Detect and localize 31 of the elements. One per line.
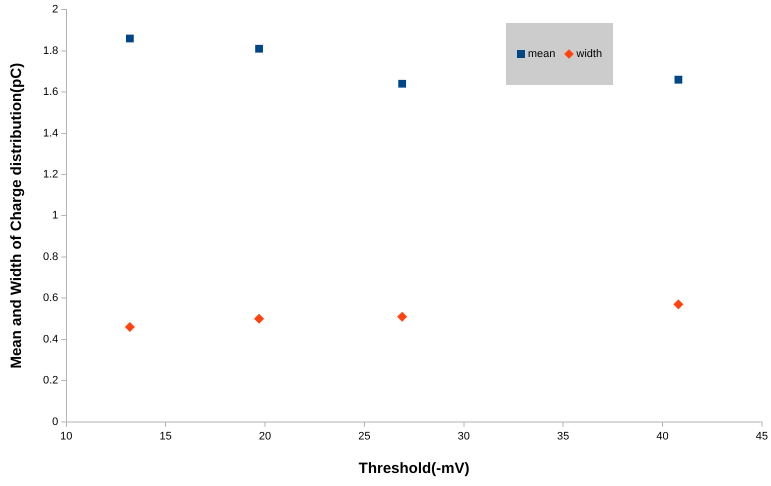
x-axis-title: Threshold(-mV) — [358, 460, 470, 478]
x-tick-label: 10 — [60, 430, 72, 442]
y-tick-label: 2 — [52, 4, 58, 16]
y-axis-title: Mean and Width of Charge distribution(pC) — [8, 62, 26, 369]
y-tick-label: 1 — [52, 210, 58, 222]
x-tick-label: 45 — [756, 430, 768, 442]
y-tick-label: 1.8 — [42, 44, 58, 57]
legend-label: mean — [528, 48, 556, 60]
point — [126, 34, 134, 42]
y-tick-label: 1.4 — [42, 127, 58, 140]
x-tick-label: 35 — [557, 430, 570, 442]
point — [674, 76, 682, 84]
y-tick-label: 0 — [52, 416, 58, 428]
point — [255, 44, 263, 53]
y-tick-label: 1.2 — [42, 168, 58, 181]
x-tick-label: 25 — [358, 430, 371, 442]
y-tick-label: 0.6 — [42, 292, 58, 304]
point — [398, 80, 406, 88]
point — [124, 322, 135, 332]
y-tick-label: 0.4 — [42, 333, 58, 346]
legend-label: width — [576, 48, 602, 60]
point — [254, 314, 264, 324]
x-tick-label: 40 — [656, 430, 669, 442]
point — [397, 312, 408, 322]
y-tick-label: 1.6 — [42, 86, 58, 98]
x-tick-label: 30 — [458, 430, 470, 442]
point — [673, 299, 684, 310]
y-tick-label: 0.2 — [42, 374, 58, 387]
x-tick-label: 15 — [160, 430, 172, 442]
y-tick-label: 0.8 — [42, 250, 58, 263]
x-tick-label: 20 — [258, 430, 272, 442]
